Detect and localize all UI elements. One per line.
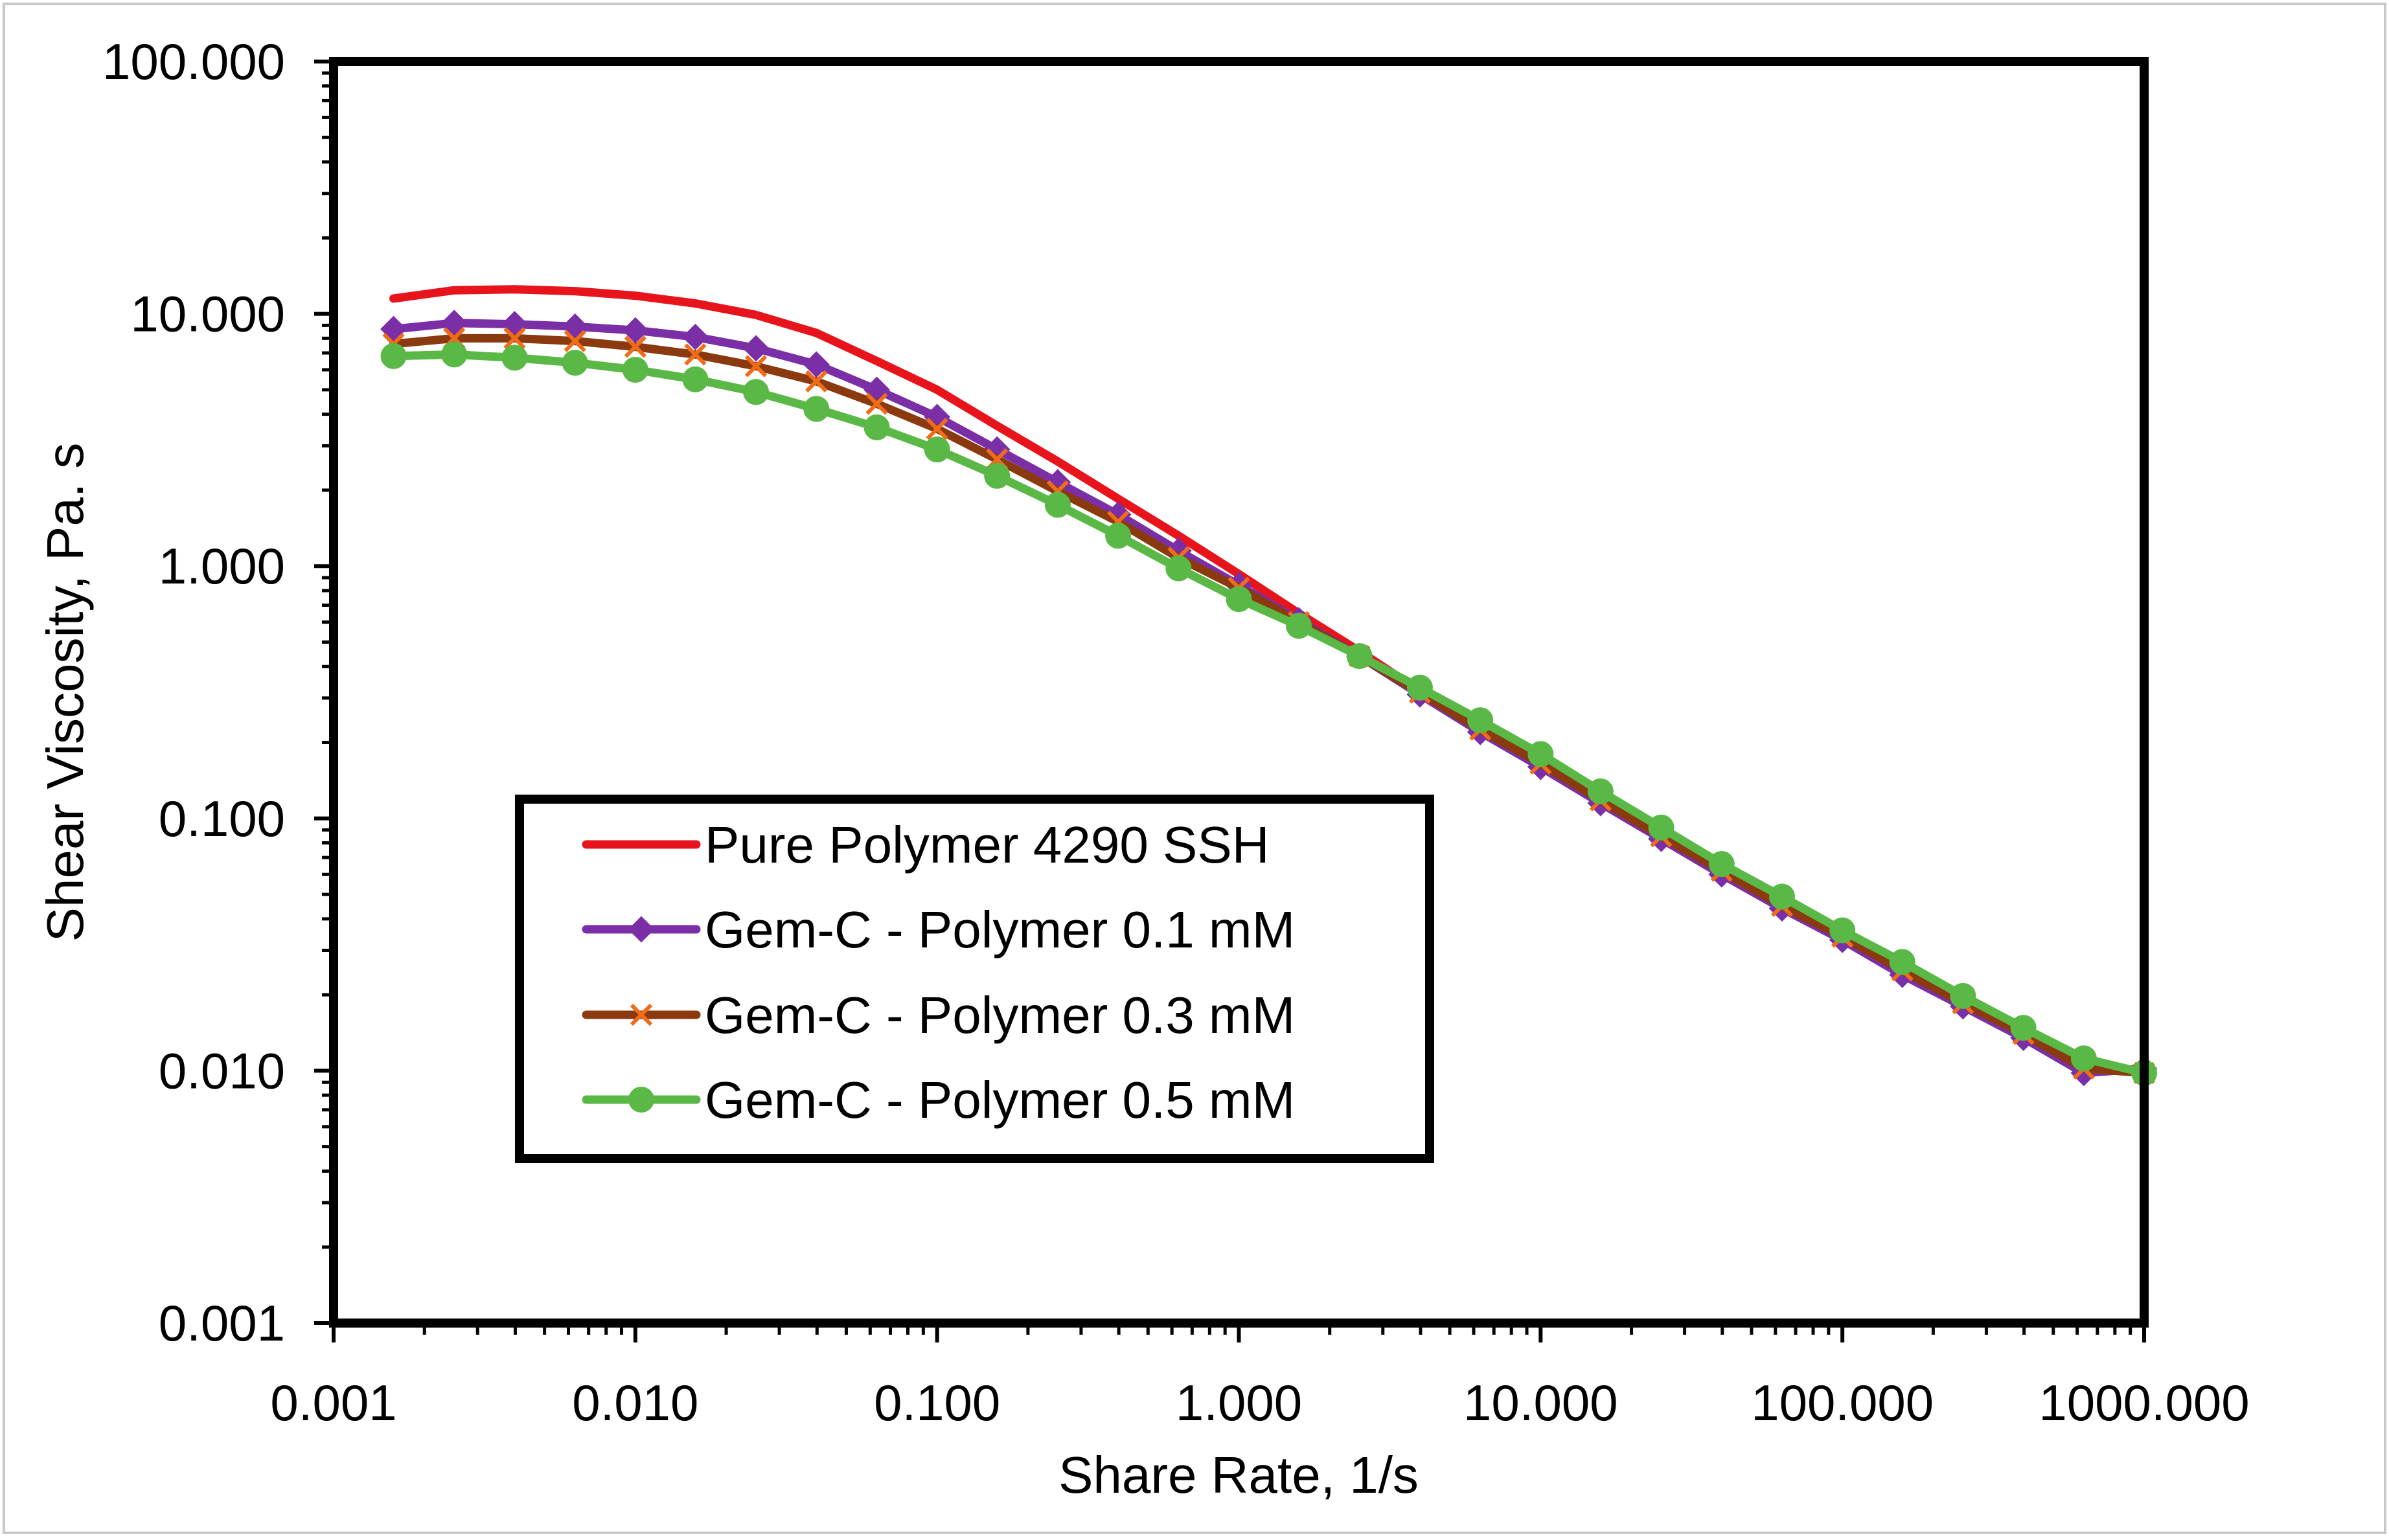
x-tick-label: 10.000 [1463,1374,1618,1431]
data-point [564,330,586,352]
legend-entry: Gem-C - Polymer 0.3 mM [582,986,1295,1044]
x-tick-label: 0.001 [270,1374,396,1431]
legend-entry: Gem-C - Polymer 0.5 mM [582,1071,1295,1129]
x-tick-label: 0.010 [572,1374,698,1431]
legend-swatch-marker [628,916,655,943]
data-point [1044,492,1071,518]
data-point [1165,555,1192,582]
legend-label: Gem-C - Polymer 0.1 mM [705,901,1295,958]
data-point [2070,1045,2097,1072]
y-tick-label: 0.100 [159,790,285,847]
data-point [803,351,830,378]
figure-border [3,3,2386,1534]
x-tick-label: 100.000 [1751,1374,1934,1431]
y-tick-label: 0.001 [159,1295,285,1352]
data-point [622,357,648,383]
series-4 [380,341,2157,1086]
x-marker-stroke [503,327,526,350]
y-tick-label: 1.000 [159,538,285,594]
data-point [2010,1015,2037,1041]
x-marker-stroke [564,330,586,352]
data-point [1708,851,1735,878]
data-point [926,418,948,440]
plot-frame [329,57,2149,1328]
data-point [1889,949,1915,975]
x-marker-stroke [865,392,888,415]
x-marker-stroke [624,335,646,358]
data-point [1105,523,1132,549]
legend-swatch-marker [628,1087,654,1113]
data-point [1406,674,1433,701]
legend-label: Gem-C - Polymer 0.3 mM [705,986,1295,1044]
data-point [501,345,528,371]
data-point [1467,707,1494,734]
data-point [1950,982,1976,1009]
x-marker-stroke [684,343,707,366]
data-point [805,370,828,392]
legend-items: Pure Polymer 4290 SSH Gem-C - Polymer 0.1… [582,816,1295,1129]
x-marker-stroke [744,355,768,378]
legend: Pure Polymer 4290 SSH Gem-C - Polymer 0.1… [515,795,1434,1163]
x-axis-title: Share Rate, 1/s [1058,1446,1419,1504]
data-point [1648,814,1675,841]
data-point [503,327,526,350]
x-marker-stroke [630,1003,653,1026]
data-point [865,392,888,415]
data-point [984,462,1011,489]
data-point [380,343,407,369]
data-point [1769,883,1796,910]
x-marker-stroke [926,418,948,440]
y-tick-label: 0.010 [159,1042,285,1099]
data-point [1527,741,1554,767]
x-tick-label: 1000.000 [2039,1374,2249,1431]
data-point [682,366,709,392]
data-point [1286,613,1312,639]
data-point [681,323,709,350]
series-line [389,334,2149,1078]
data-point [562,350,588,376]
axis-ticks: 0.001 0.010 0.100 1.000 10.000 100.000 1000.00… [102,33,2250,1431]
data-point [924,436,950,463]
legend-label: Gem-C - Polymer 0.5 mM [705,1071,1295,1129]
data-point [803,396,830,422]
data-point [863,414,890,440]
data-point [742,335,770,362]
data-point [743,379,770,405]
data-point [1226,586,1252,613]
data-point [624,335,646,358]
x-tick-label: 0.100 [874,1374,1000,1431]
x-marker-stroke [805,370,828,392]
data-point [1587,778,1614,805]
legend-entry: Pure Polymer 4290 SSH [582,816,1270,874]
legend-swatch-marker [630,1003,653,1026]
y-axis-title: Shear Viscosity, Pa. s [36,443,94,942]
legend-entry: Gem-C - Polymer 0.1 mM [582,901,1295,958]
data-point [1829,917,1856,944]
y-tick-label: 100.000 [102,33,285,90]
x-tick-label: 1.000 [1176,1374,1302,1431]
legend-label: Pure Polymer 4290 SSH [705,816,1270,874]
data-point [684,343,707,366]
data-point [441,341,468,368]
y-tick-label: 10.000 [130,286,285,343]
data-point [744,355,768,378]
series-layer [380,285,2158,1087]
data-point [1346,643,1373,670]
